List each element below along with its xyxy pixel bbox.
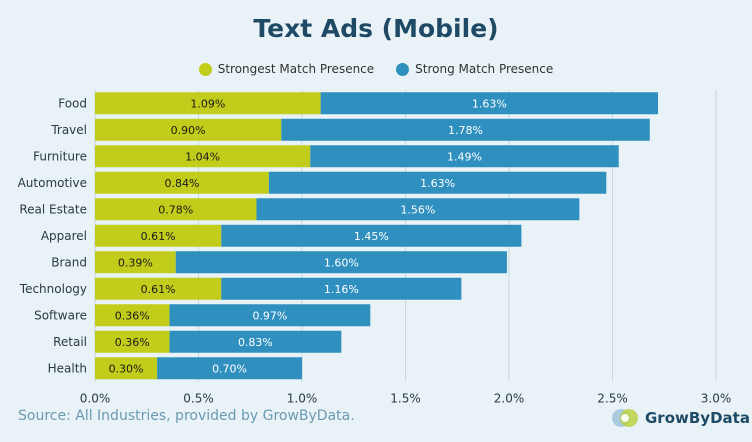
bar-strong-match xyxy=(175,251,507,274)
data-label: 1.04% xyxy=(185,150,220,163)
bar-strongest-match xyxy=(95,198,257,221)
bar-strong-match xyxy=(169,304,371,327)
legend-item-strong: Strong Match Presence xyxy=(396,62,553,76)
category-label: Real Estate xyxy=(19,202,87,216)
x-tick-label: 0.5% xyxy=(183,392,214,406)
category-label: Food xyxy=(58,96,87,110)
bar-strongest-match xyxy=(95,304,170,327)
category-label: Apparel xyxy=(41,229,87,243)
chart-legend: Strongest Match Presence Strong Match Pr… xyxy=(0,62,752,76)
data-label: 1.45% xyxy=(354,230,389,243)
data-label: 1.09% xyxy=(190,97,225,110)
data-label: 0.36% xyxy=(115,309,150,322)
bar-strong-match xyxy=(221,224,522,247)
data-label: 0.70% xyxy=(212,362,247,375)
category-label: Automotive xyxy=(18,176,87,190)
x-tick-label: 1.0% xyxy=(287,392,318,406)
bar-strong-match xyxy=(310,145,619,168)
chart-title: Text Ads (Mobile) xyxy=(253,14,499,43)
bar-strong-match xyxy=(221,277,462,300)
legend-swatch-strongest xyxy=(198,62,212,76)
source-note: Source: All Industries, provided by Grow… xyxy=(18,408,355,424)
data-label: 1.16% xyxy=(324,283,359,296)
x-tick-label: 0.0% xyxy=(80,392,111,406)
bar-strongest-match xyxy=(95,277,222,300)
growbydata-logo-icon xyxy=(612,409,638,427)
category-label: Software xyxy=(34,308,87,322)
data-label: 0.39% xyxy=(118,256,153,269)
data-label: 0.78% xyxy=(158,203,193,216)
data-label: 1.63% xyxy=(420,177,455,190)
legend-label-strong: Strong Match Presence xyxy=(415,62,554,76)
legend-swatch-strong xyxy=(396,62,410,76)
bar-strongest-match xyxy=(95,118,282,141)
data-label: 0.90% xyxy=(171,124,206,137)
x-tick-label: 2.5% xyxy=(597,392,628,406)
data-label: 0.83% xyxy=(238,336,273,349)
bar-strongest-match xyxy=(95,171,269,194)
bar-strong-match xyxy=(268,171,607,194)
category-label: Furniture xyxy=(33,149,87,163)
category-label: Travel xyxy=(50,123,87,137)
bar-strong-match xyxy=(320,92,659,115)
data-label: 0.36% xyxy=(115,336,150,349)
data-label: 0.97% xyxy=(252,309,287,322)
x-tick-label: 3.0% xyxy=(701,392,732,406)
bar-strong-match xyxy=(157,357,302,380)
legend-label-strongest: Strongest Match Presence xyxy=(217,62,375,76)
category-label: Health xyxy=(48,361,87,375)
x-tick-label: 1.5% xyxy=(390,392,421,406)
data-label: 0.61% xyxy=(141,230,176,243)
data-label: 1.60% xyxy=(324,256,359,269)
data-label: 1.78% xyxy=(448,124,483,137)
legend-item-strongest: Strongest Match Presence xyxy=(198,62,375,76)
bar-strongest-match xyxy=(95,92,321,115)
data-label: 0.84% xyxy=(164,177,199,190)
bar-strongest-match xyxy=(95,251,176,274)
category-label: Retail xyxy=(53,335,87,349)
bar-strongest-match xyxy=(95,224,222,247)
brand: GrowByData xyxy=(611,404,750,432)
data-label: 1.49% xyxy=(447,150,482,163)
category-label: Technology xyxy=(19,282,87,296)
bar-strongest-match xyxy=(95,330,170,353)
data-label: 1.63% xyxy=(472,97,507,110)
data-label: 1.56% xyxy=(400,203,435,216)
bar-strong-match xyxy=(169,330,342,353)
bar-strong-match xyxy=(256,198,580,221)
brand-name: GrowByData xyxy=(645,409,750,427)
bar-strongest-match xyxy=(95,145,311,168)
bar-strongest-match xyxy=(95,357,158,380)
category-label: Brand xyxy=(51,255,87,269)
bar-strong-match xyxy=(281,118,650,141)
x-tick-label: 2.0% xyxy=(494,392,525,406)
data-label: 0.30% xyxy=(109,362,144,375)
data-label: 0.61% xyxy=(141,283,176,296)
